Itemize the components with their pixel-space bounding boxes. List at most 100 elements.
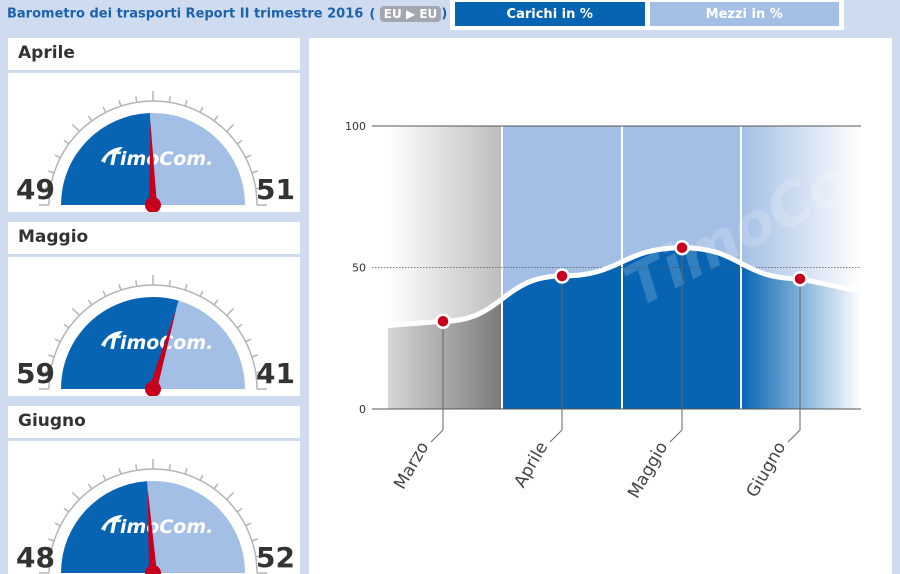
gauge-tick	[87, 483, 93, 490]
gauge-tick	[255, 555, 262, 558]
brand-text: TimoCom.	[107, 148, 213, 170]
gauge-left-value: 49	[16, 173, 55, 206]
gauge-tick	[199, 290, 204, 297]
gauge-tick	[226, 491, 235, 500]
tab-carichi[interactable]: Carichi in %	[455, 2, 645, 26]
gauge-blue-sector	[61, 113, 153, 205]
gauge-scale-arc	[48, 284, 258, 390]
gauge-tick	[135, 280, 138, 287]
gauge-tick	[71, 307, 80, 316]
brand-text: TimoCom.	[107, 332, 213, 354]
gauge-right-value: 51	[256, 173, 295, 206]
gauge-tick	[213, 299, 219, 306]
gauge-needle	[149, 121, 157, 206]
y-tick-label: 100	[345, 120, 366, 133]
header: Barometro dei trasporti Report II trimes…	[0, 0, 900, 30]
data-point[interactable]	[554, 268, 570, 284]
gauge-tick	[236, 507, 243, 513]
gauge-tick	[184, 100, 188, 107]
gauge-right-value: 52	[256, 541, 295, 574]
gauge-tick	[118, 468, 122, 475]
data-point[interactable]	[435, 313, 451, 330]
gauge-tick	[102, 106, 107, 113]
y-tick-label: 0	[359, 403, 366, 416]
gauge-left-value: 59	[16, 357, 55, 390]
route-badge[interactable]: EU ▶ EU	[379, 6, 442, 22]
gauge-scale-arc	[48, 100, 258, 206]
data-point[interactable]	[674, 239, 690, 256]
data-point[interactable]	[792, 271, 808, 287]
leader-line	[430, 429, 444, 443]
x-tick-label: Marzo	[390, 439, 433, 494]
month-label-maggio: Maggio	[8, 222, 300, 254]
gauge-tick	[71, 491, 80, 500]
gauge-tick	[118, 100, 122, 107]
gauge-tick	[255, 371, 262, 374]
gauge-tick	[168, 96, 171, 103]
gauge-tick	[251, 538, 258, 542]
leader-line	[669, 429, 683, 443]
gauge-tick	[48, 354, 55, 358]
gauge-needle-hub	[145, 565, 161, 574]
gauge-tick	[199, 106, 204, 113]
series-line	[387, 245, 862, 329]
gauge-right-value: 41	[256, 357, 295, 390]
x-tick-label: Giugno	[743, 439, 791, 502]
gauge-tick	[102, 474, 107, 481]
gauge-tick	[236, 139, 243, 145]
month-label-aprile: Aprile	[8, 38, 300, 70]
gauge-tick	[87, 115, 93, 122]
gauge-card-giugno: TimoCom. 48 52	[8, 441, 300, 574]
gauge-tick	[184, 284, 188, 291]
gauge-scale-arc	[48, 468, 258, 574]
gauge-tick	[63, 323, 70, 329]
month-label-giugno: Giugno	[8, 406, 300, 438]
gauge-tick	[63, 507, 70, 513]
gauge-tick	[44, 187, 51, 190]
timocom-logo: TimoCom.	[101, 515, 213, 538]
gauge-tick	[102, 290, 107, 297]
gauge-left-value: 48	[16, 541, 55, 574]
gauge-card-maggio: TimoCom. 59 41	[8, 257, 300, 396]
gauge-tick	[54, 338, 61, 343]
gauge-tick	[251, 170, 258, 174]
gauge-tick	[213, 483, 219, 490]
gauge-light-sector	[147, 481, 245, 573]
gauge-light-sector	[150, 113, 245, 205]
gauge-needle-hub	[145, 197, 161, 212]
gauge-tick	[54, 154, 61, 159]
gauge-tick	[226, 307, 235, 316]
gauge-tick	[213, 115, 219, 122]
x-tick-label: Maggio	[624, 439, 672, 503]
timocom-logo: TimoCom.	[101, 331, 213, 354]
gauge-tick	[54, 522, 61, 527]
gauge-tick	[135, 96, 138, 103]
gauge-tick	[245, 338, 252, 343]
gauge-tick	[245, 522, 252, 527]
brand-text: TimoCom.	[107, 516, 213, 538]
gauge-maggio: TimoCom.	[39, 275, 267, 396]
gauge-needle-hub	[145, 381, 161, 396]
view-toggle: Carichi in % Mezzi in %	[450, 0, 844, 30]
arrow-right-icon: ▶	[405, 7, 416, 21]
gauge-blue-sector	[61, 297, 179, 389]
chart-panel: TimoCom. 100 50 0 Marzo Aprile Maggio Giugno	[309, 38, 900, 574]
gauge-tick	[199, 474, 204, 481]
gauge-tick	[44, 371, 51, 374]
gauge-tick	[118, 284, 122, 291]
y-tick-label: 50	[352, 262, 366, 275]
gauge-tick	[236, 323, 243, 329]
gauge-tick	[251, 354, 258, 358]
gauge-card-aprile: TimoCom. 49 51	[8, 73, 300, 212]
gauge-tick	[168, 280, 171, 287]
gauge-aprile: TimoCom.	[39, 91, 267, 212]
gauge-needle	[147, 489, 157, 574]
leader-line	[549, 429, 563, 443]
gauge-tick	[135, 464, 138, 471]
x-tick-label: Aprile	[510, 439, 552, 492]
timocom-logo: TimoCom.	[101, 147, 213, 170]
gauge-light-sector	[153, 300, 245, 389]
gauge-tick	[184, 468, 188, 475]
tab-mezzi[interactable]: Mezzi in %	[649, 2, 839, 26]
